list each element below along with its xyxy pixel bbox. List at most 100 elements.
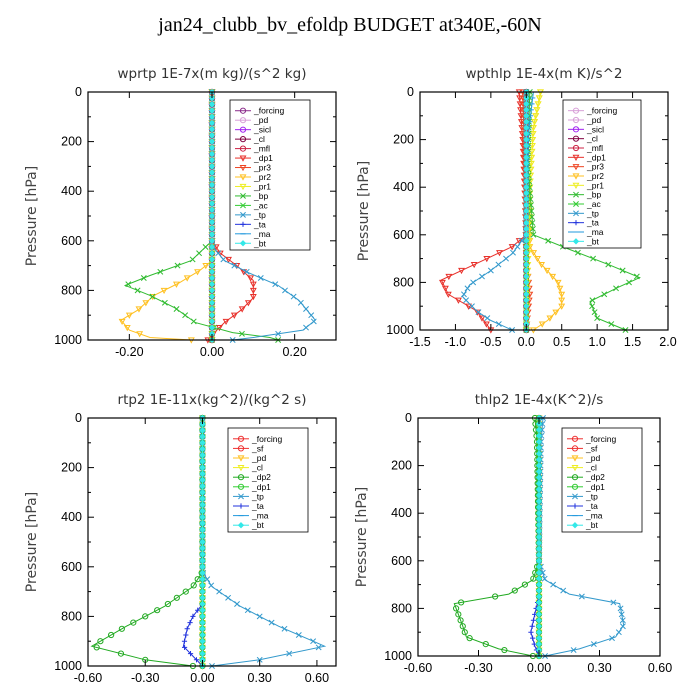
series-marker [199,445,206,453]
series-marker [458,599,465,606]
series-marker [560,587,567,594]
series-marker [208,101,216,108]
series-marker [208,231,216,238]
series-marker [193,657,200,663]
x-tick-label: 0.30 [587,661,611,675]
series-marker [508,244,516,251]
series-marker [613,285,619,292]
series-marker [208,268,216,275]
series-marker [181,644,188,650]
legend-label: _forcing [251,434,283,444]
series-marker [199,650,206,657]
series-marker [465,303,473,310]
legend-marker [237,474,245,481]
legend-label: _ta [251,501,264,511]
series-marker [199,489,206,496]
series-marker [523,213,530,221]
series-marker [183,632,189,638]
legend: _forcing_pd_sicl_cl_mfl_dp1_pr3_pr2_pr1_… [562,99,642,249]
legend-marker [573,201,579,207]
series-marker [535,569,543,576]
legend-label: _cl [585,463,597,473]
series-marker [523,308,530,316]
series-marker [140,275,147,281]
chart-panel-1: wprtp 1E-7x(m kg)/(s^2 kg) Pressure [hPa]… [24,66,337,359]
series-marker [523,231,530,238]
legend-marker [572,107,580,114]
x-tick-label: -0.30 [464,661,493,675]
series-marker [523,130,530,137]
series-marker [469,303,475,310]
y-tick-label: 1000 [384,649,412,663]
series-marker [530,617,537,623]
series-marker [173,306,180,312]
series-marker [202,244,209,250]
legend-marker [239,174,247,181]
series-marker [523,267,530,274]
legend-marker [571,445,579,452]
series-marker [535,456,543,463]
series-marker [523,189,530,197]
series-marker [601,291,608,298]
x-tick-label: -0.5 [480,335,502,349]
series-marker [535,545,543,553]
series-marker [438,279,446,287]
series-marker [550,581,557,588]
series-marker [514,243,521,250]
series-marker [523,219,530,227]
legend-marker [571,522,579,529]
series-marker [181,638,188,644]
legend-label: _bt [253,238,266,248]
legend-marker [573,210,579,217]
legend-marker [240,192,246,199]
series-marker [484,315,491,322]
series-marker [247,275,255,282]
series-line [461,92,527,331]
series-marker [479,273,485,280]
series-marker [608,321,615,328]
y-tick-label: 800 [61,283,82,297]
series-dp2 [452,414,543,660]
series-marker [535,551,543,559]
series-marker [535,587,543,594]
series-marker [589,303,596,310]
series-marker [154,607,161,614]
series-marker [535,605,543,612]
series-marker [117,650,125,657]
series-marker [208,157,216,164]
legend: _forcing_pd_sicl_cl_mfl_dp1_pr3_pr2_pr1_… [229,99,311,251]
y-tick-label: 1000 [54,659,82,673]
series-marker [199,421,206,428]
y-tick-label: 0 [75,411,82,425]
series-marker [535,492,543,499]
series-marker [523,124,530,131]
legend-marker [571,483,579,490]
x-tick-label: 0.0 [518,335,535,349]
legend-marker [572,116,580,124]
series-marker [528,208,535,214]
legend-label: _pr3 [586,162,604,172]
legend-marker [239,155,247,162]
legend-label: _cl [251,463,263,473]
series-marker [208,138,216,145]
series-marker [215,325,223,332]
legend-marker [237,435,245,442]
legend-marker [239,164,247,172]
series-marker [199,470,206,477]
series-marker [532,113,540,120]
series-marker [535,474,543,481]
series-marker [458,267,465,275]
x-tick-label: -0.60 [404,661,433,675]
series-marker [546,315,554,322]
legend-marker [237,455,245,462]
legend-label: _pd [585,453,600,463]
series-marker [216,588,223,595]
series-marker [208,206,216,213]
legend-marker [573,220,579,226]
series-marker [535,617,543,624]
series-bt [535,414,543,660]
series-marker [535,480,543,487]
series-marker [118,625,125,632]
series-marker [535,575,543,582]
y-tick-label: 1000 [54,333,82,347]
